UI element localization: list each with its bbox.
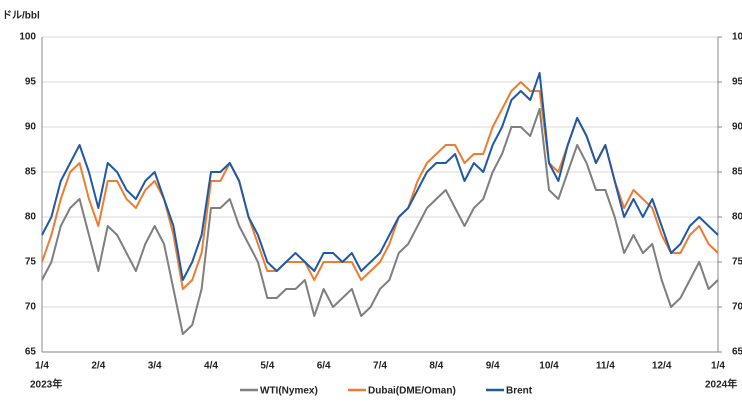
y2-tick-label: 80 [732, 212, 742, 223]
x-tick-label: 12/4 [652, 361, 672, 372]
x-tick-label: 2/4 [91, 361, 105, 372]
y-tick-label: 95 [25, 77, 37, 88]
y2-tick-label: 85 [732, 167, 742, 178]
y2-tick-label: 70 [732, 302, 742, 313]
x-tick-label: 1/4 [711, 361, 725, 372]
x-end-label: 2024年 [705, 378, 737, 391]
x-tick-label: 9/4 [486, 361, 500, 372]
x-tick-label: 4/4 [204, 361, 218, 372]
series-line [41, 72, 719, 281]
y-tick-label: 70 [25, 302, 37, 313]
y2-tick-label: 75 [732, 257, 742, 268]
x-tick-label: 1/4 [35, 361, 49, 372]
y-axis-label: ドル/bbl [2, 10, 40, 22]
x-tick-label: 11/4 [596, 361, 615, 372]
y-tick-label: 80 [25, 212, 37, 223]
legend-label: Brent [506, 386, 533, 397]
y2-tick-label: 100 [732, 32, 742, 43]
y2-tick-label: 90 [732, 122, 742, 133]
x-tick-label: 3/4 [148, 361, 162, 372]
x-start-label: 2023年 [30, 378, 62, 391]
x-tick-label: 6/4 [317, 361, 331, 372]
y2-tick-label: 95 [732, 77, 742, 88]
x-tick-label: 8/4 [429, 361, 443, 372]
y-tick-label: 65 [25, 347, 37, 358]
y-tick-label: 100 [19, 32, 36, 43]
legend-label: Dubai(DME/Oman) [368, 386, 456, 397]
x-tick-label: 10/4 [539, 361, 559, 372]
y-tick-label: 85 [25, 167, 37, 178]
y2-tick-label: 65 [732, 347, 742, 358]
series-line [41, 108, 719, 335]
x-tick-label: 7/4 [373, 361, 387, 372]
y-tick-label: 90 [25, 122, 37, 133]
y-tick-label: 75 [25, 257, 37, 268]
legend-label: WTI(Nymex) [260, 386, 318, 397]
x-tick-label: 5/4 [260, 361, 274, 372]
